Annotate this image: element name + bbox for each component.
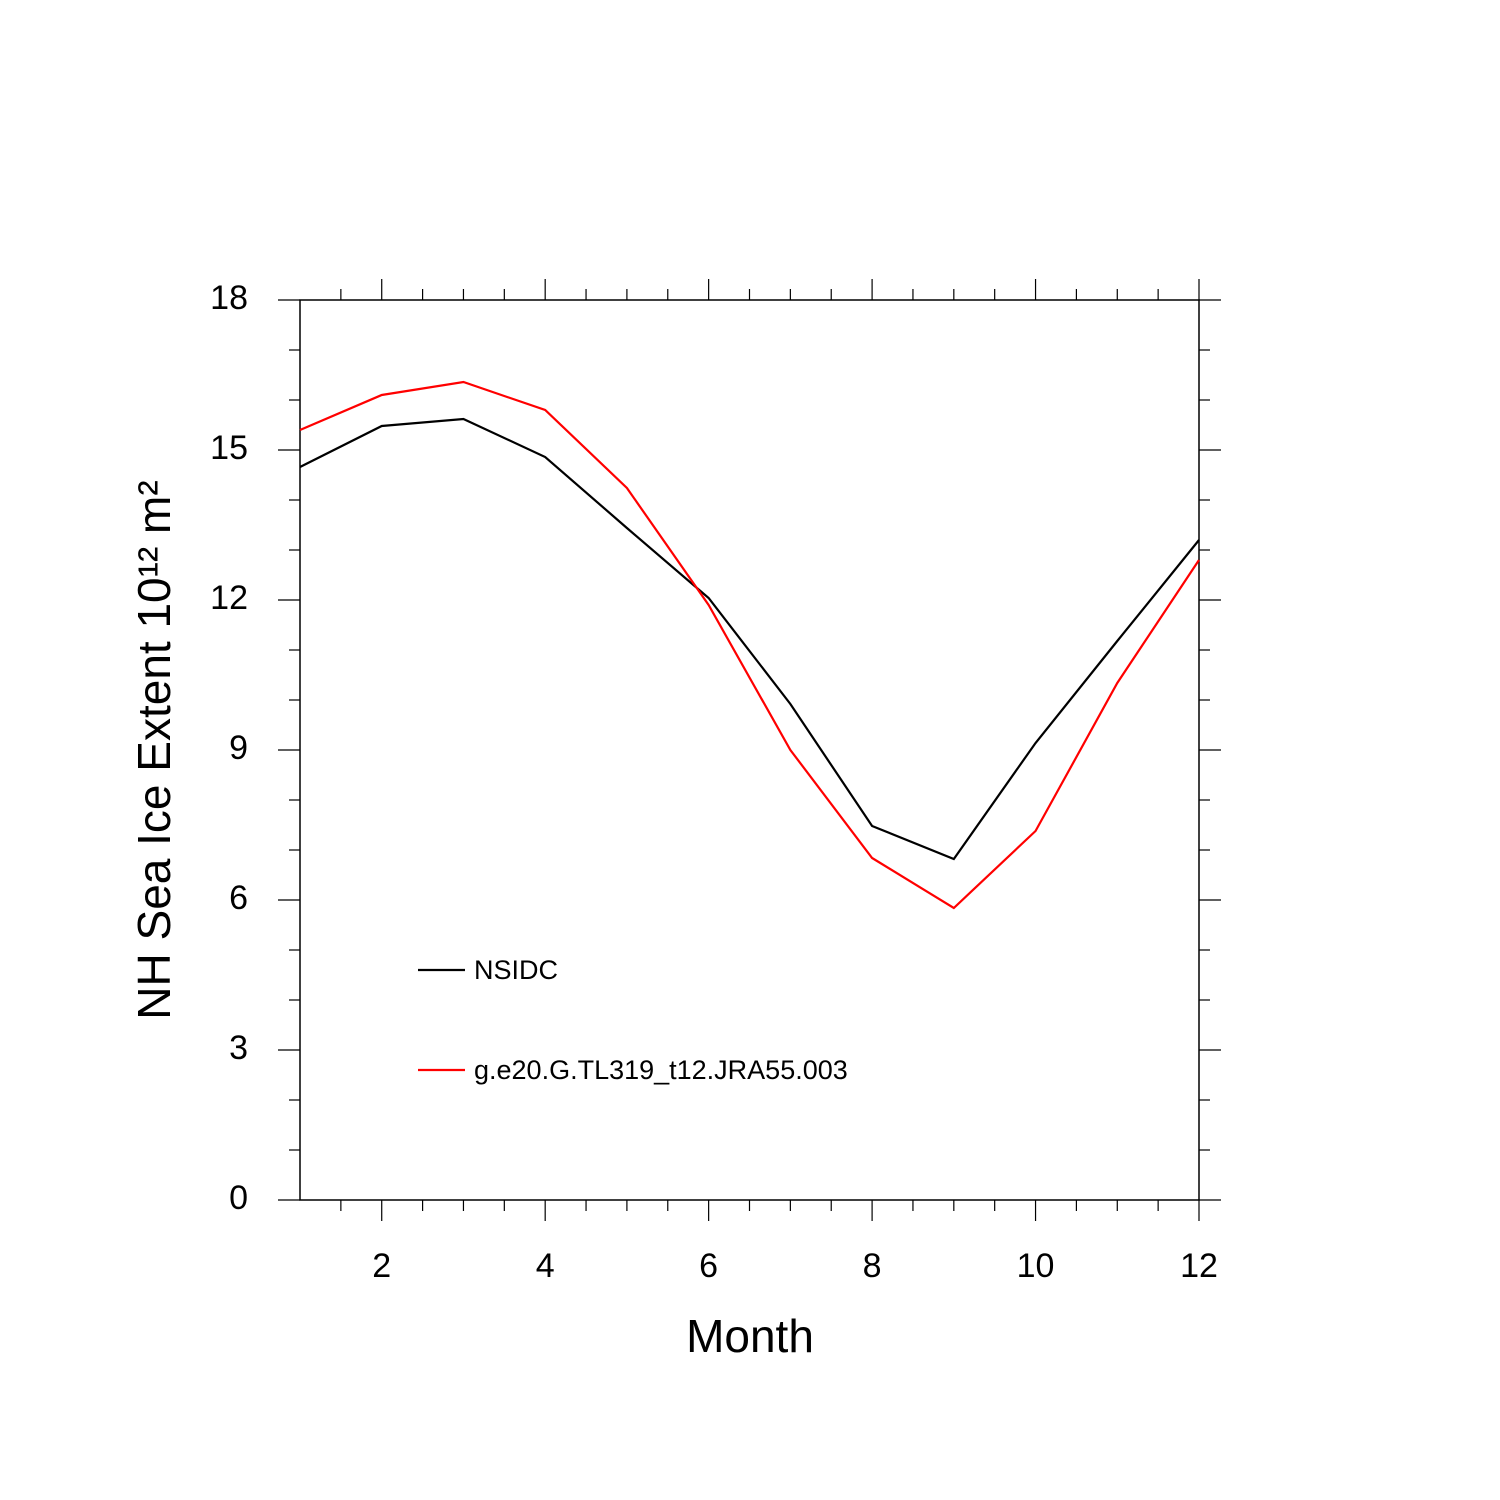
x-tick-label: 12: [1180, 1247, 1218, 1285]
y-tick-label: 18: [210, 279, 248, 317]
x-tick-label: 8: [863, 1247, 882, 1285]
x-tick-label: 2: [372, 1247, 391, 1285]
x-tick-label: 6: [699, 1247, 718, 1285]
x-tick-label: 10: [1017, 1247, 1055, 1285]
data-line: [299, 417, 1200, 861]
x-tick-label: 4: [536, 1247, 555, 1285]
legend-label: NSIDC: [474, 955, 558, 985]
data-line: [299, 380, 1200, 910]
y-tick-label: 6: [229, 879, 248, 917]
y-axis-title: NH Sea Ice Extent 10¹² m²: [128, 480, 180, 1019]
y-tick-label: 0: [229, 1179, 248, 1217]
legend-label: g.e20.G.TL319_t12.JRA55.003: [474, 1055, 848, 1085]
y-tick-label: 12: [210, 579, 248, 617]
y-tick-label: 9: [229, 729, 248, 767]
x-axis-title: Month: [686, 1310, 814, 1362]
y-tick-label: 15: [210, 429, 248, 467]
y-tick-label: 3: [229, 1029, 248, 1067]
